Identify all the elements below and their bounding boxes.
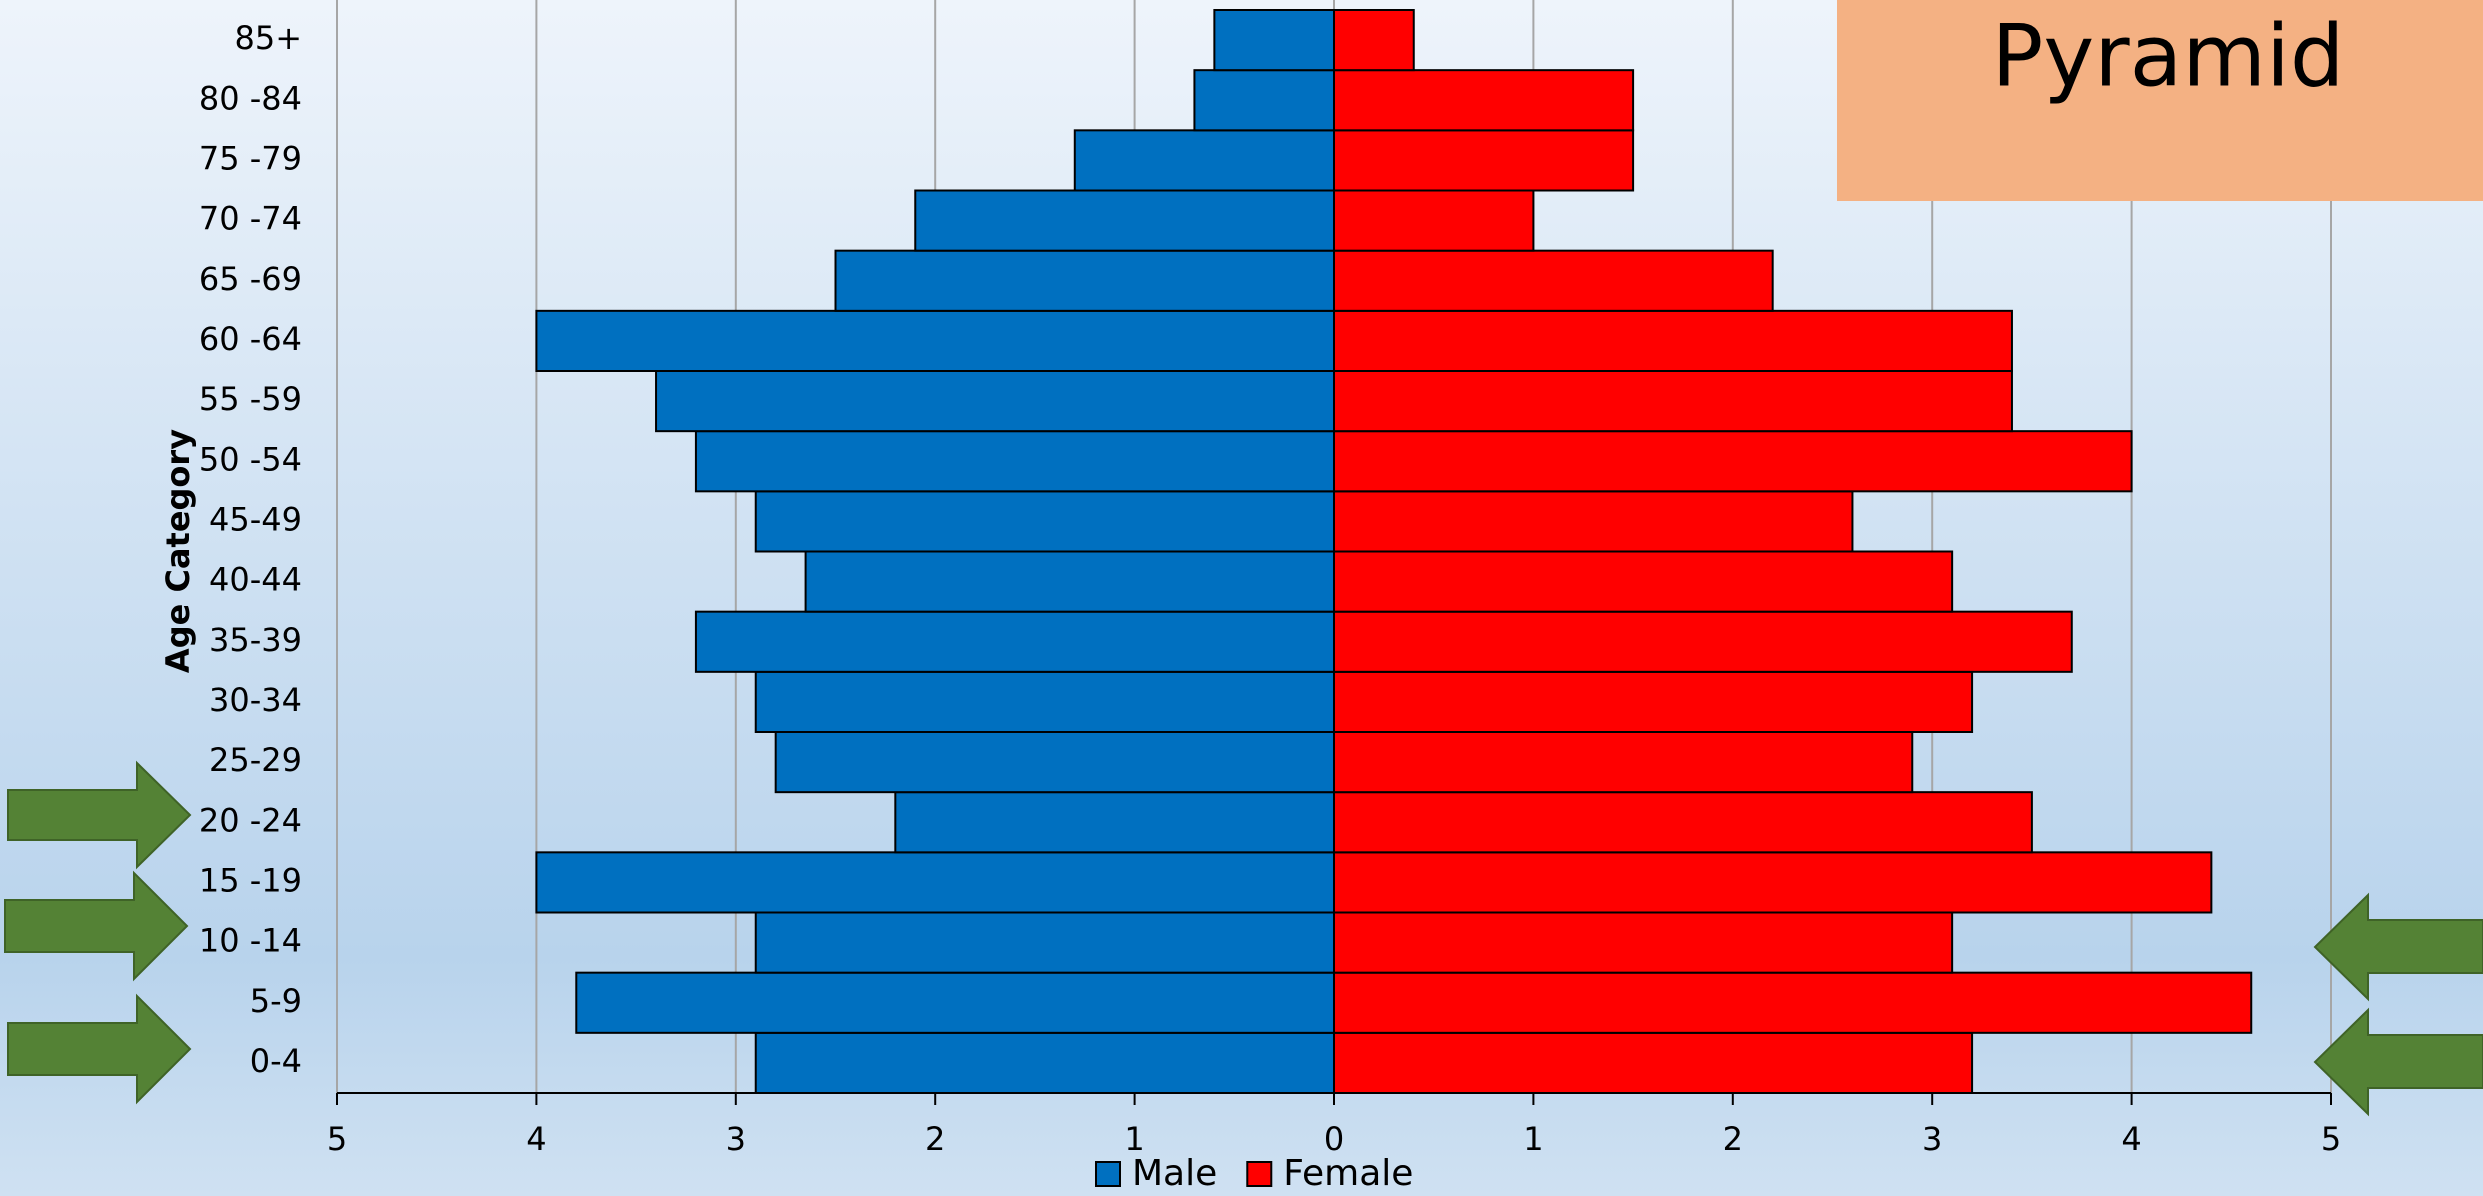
y-tick-label: 0-4 xyxy=(250,1042,302,1080)
legend-label: Female xyxy=(1283,1153,1413,1194)
y-tick-label: 65 -69 xyxy=(199,260,302,298)
bar xyxy=(1333,731,1914,794)
bar xyxy=(1213,9,1335,72)
y-tick-label: 5-9 xyxy=(250,982,302,1020)
legend-swatch xyxy=(1246,1161,1273,1187)
y-tick-label: 80 -84 xyxy=(199,79,302,117)
x-tick-label: 2 xyxy=(1723,1120,1743,1158)
arrow xyxy=(2313,892,2483,1002)
bar xyxy=(774,731,1335,794)
bar xyxy=(1333,9,1415,72)
bar xyxy=(894,791,1335,854)
y-tick-label: 25-29 xyxy=(209,741,302,779)
x-tick-label: 1 xyxy=(1523,1120,1543,1158)
x-tick-label: 2 xyxy=(925,1120,945,1158)
chart-title: Pyramid xyxy=(1991,6,2344,106)
y-tick-label: 55 -59 xyxy=(199,380,302,418)
bar xyxy=(1333,189,1535,252)
bar xyxy=(1333,670,1974,733)
y-tick-label: 30-34 xyxy=(209,681,302,719)
bar xyxy=(754,670,1335,733)
bar xyxy=(1333,129,1635,192)
x-tick-label: 0 xyxy=(1324,1120,1344,1158)
bar xyxy=(1333,791,2033,854)
bar xyxy=(804,550,1335,613)
y-tick-label: 60 -64 xyxy=(199,320,302,358)
arrow xyxy=(4,870,189,982)
bar xyxy=(575,971,1335,1034)
bar xyxy=(1333,851,2213,914)
bar xyxy=(694,610,1335,673)
plot-area: 5 4 3 2 1 0 1 2 3 4 5 0-4 5-9 10 -14 15 -19 20 -24 25-29… xyxy=(199,0,2341,1158)
legend-label: Male xyxy=(1132,1153,1217,1194)
y-tick-label: 35-39 xyxy=(209,621,302,659)
y-tick-label: 50 -54 xyxy=(199,440,302,478)
y-tick-label: 70 -74 xyxy=(199,200,302,238)
legend-swatch xyxy=(1095,1161,1121,1187)
y-tick-label: 15 -19 xyxy=(199,861,302,899)
bar xyxy=(1333,69,1635,132)
bar xyxy=(1333,911,1954,974)
title-box xyxy=(1837,0,2483,201)
x-tick-label: 1 xyxy=(1124,1120,1144,1158)
bar xyxy=(1193,69,1336,132)
y-tick-label: 85+ xyxy=(234,19,302,57)
y-tick-label: 75 -79 xyxy=(199,139,302,177)
bar xyxy=(694,430,1335,493)
bar xyxy=(535,851,1335,914)
bar xyxy=(1333,249,1774,312)
bar xyxy=(655,370,1335,433)
arrow xyxy=(7,760,192,870)
bar xyxy=(914,189,1335,252)
bar xyxy=(1333,610,2073,673)
bar xyxy=(834,249,1335,312)
bar xyxy=(1333,550,1954,613)
x-tick-label: 5 xyxy=(327,1120,347,1158)
bar xyxy=(535,309,1335,373)
bar xyxy=(754,911,1335,974)
bar xyxy=(1333,490,1854,553)
arrow xyxy=(2313,1007,2483,1117)
bar xyxy=(1073,129,1336,192)
bar xyxy=(1333,370,2013,433)
y-tick-label: 40-44 xyxy=(209,561,302,599)
x-tick-label: 4 xyxy=(526,1120,546,1158)
arrows xyxy=(4,760,2483,1117)
x-tick-label: 4 xyxy=(2121,1120,2141,1158)
arrow xyxy=(7,993,192,1105)
bar xyxy=(1333,430,2133,493)
bar xyxy=(754,490,1335,553)
bar xyxy=(1333,971,2253,1034)
bar xyxy=(754,1031,1335,1095)
x-tick-label: 3 xyxy=(726,1120,746,1158)
bar xyxy=(1333,1031,1974,1095)
y-tick-label: 45-49 xyxy=(209,500,302,538)
y-axis-label: Age Category xyxy=(159,429,197,673)
x-tick-label: 5 xyxy=(2321,1120,2341,1158)
bar xyxy=(1333,309,2013,373)
y-tick-label: 20 -24 xyxy=(199,801,302,839)
y-tick-label: 10 -14 xyxy=(199,922,302,960)
x-tick-label: 3 xyxy=(1922,1120,1942,1158)
